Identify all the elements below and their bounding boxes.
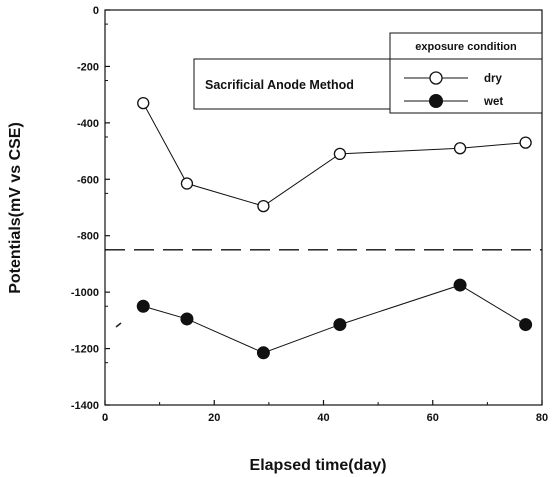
- y-axis-title: Potentials(mV vs CSE): [7, 122, 24, 294]
- y-tick-label-0: 0: [93, 5, 99, 17]
- point-dry-0: [137, 96, 150, 110]
- legend-title: exposure condition: [415, 41, 517, 53]
- y-tick-label-7: -1400: [71, 400, 99, 412]
- legend-frame: [389, 32, 543, 114]
- legend-marker-wet: [429, 94, 443, 108]
- y-tick-label-2: -400: [77, 118, 99, 130]
- x-tick-label-4: 80: [536, 412, 548, 424]
- x-tick-label-3: 60: [427, 412, 439, 424]
- point-dry-2: [257, 199, 270, 213]
- legend-label-dry: dry: [484, 73, 503, 85]
- point-wet-5: [519, 318, 533, 332]
- x-tick-label-1: 20: [208, 412, 220, 424]
- y-tick-label-1: -200: [77, 61, 99, 73]
- stray-mark: [115, 322, 122, 328]
- legend: exposure condition dry wet: [389, 32, 543, 114]
- x-tick-label-2: 40: [317, 412, 329, 424]
- point-wet-2: [256, 346, 270, 360]
- series-line-wet: [143, 284, 526, 354]
- series-line-dry: [142, 102, 526, 207]
- annotation-text: Sacrificial Anode Method: [205, 78, 354, 92]
- y-tick-label-6: -1200: [71, 344, 99, 356]
- y-tick-label-3: -600: [77, 174, 99, 186]
- point-dry-1: [180, 177, 194, 190]
- legend-label-wet: wet: [483, 96, 503, 108]
- annotation-box: Sacrificial Anode Method: [193, 58, 391, 110]
- point-wet-4: [453, 278, 467, 292]
- point-dry-5: [519, 136, 532, 149]
- x-tick-label-0: 0: [102, 412, 108, 424]
- point-wet-0: [136, 299, 150, 313]
- annotation-frame: [193, 58, 391, 110]
- series-layer: [136, 96, 533, 360]
- point-wet-1: [180, 312, 194, 326]
- legend-marker-dry: [429, 71, 443, 85]
- x-axis-title: Elapsed time(day): [250, 457, 387, 474]
- y-tick-label-5: -1000: [71, 287, 99, 299]
- point-dry-3: [333, 147, 347, 161]
- y-tick-label-4: -800: [77, 231, 99, 243]
- point-wet-3: [333, 318, 347, 332]
- point-dry-4: [453, 142, 467, 155]
